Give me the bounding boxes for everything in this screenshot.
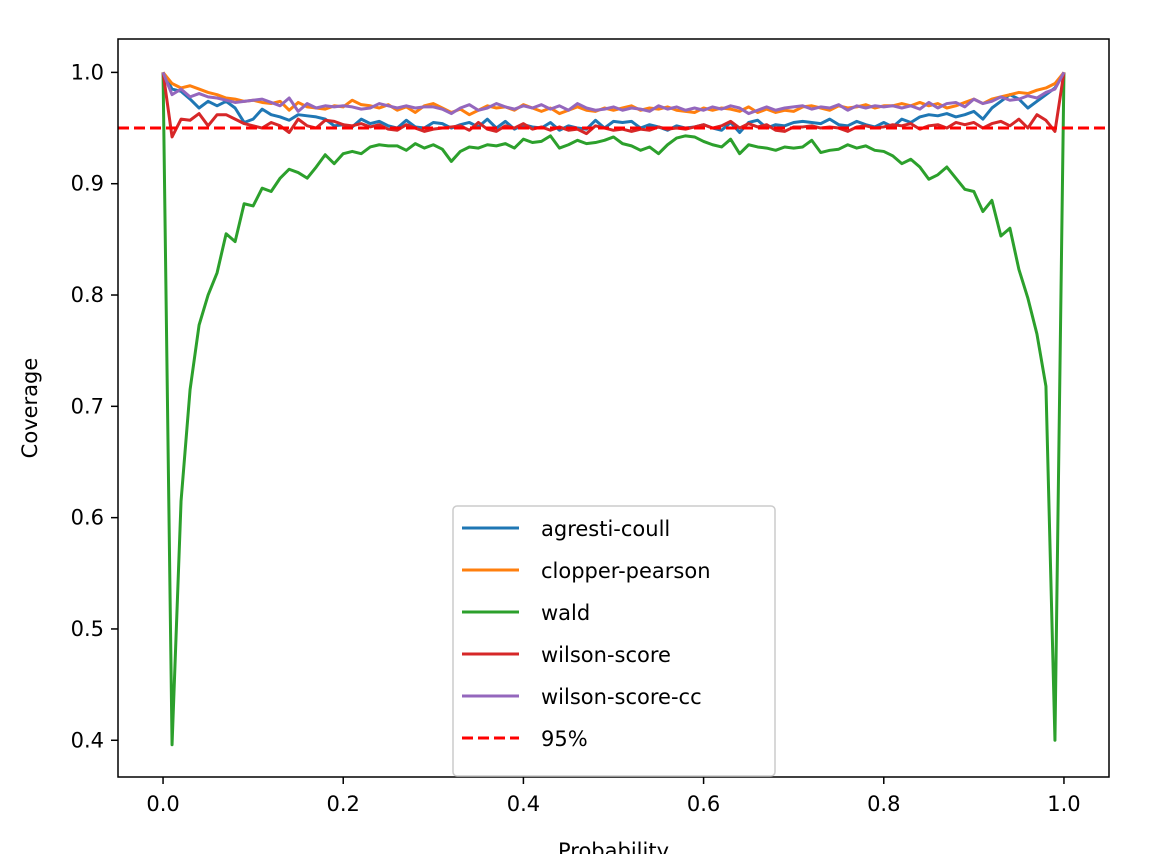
y-axis-ticks: 0.4 0.5 0.6 0.7 0.8 0.9 1.0 (71, 60, 118, 752)
x-tick-label: 0.0 (146, 792, 179, 816)
x-tick-label: 0.6 (687, 792, 720, 816)
series-line-wald (161, 72, 1066, 747)
y-tick-label: 0.5 (71, 617, 104, 641)
y-tick-label: 0.8 (71, 283, 104, 307)
x-axis-label: Probability (558, 839, 669, 854)
legend-label-clopper-pearson: clopper-pearson (541, 559, 711, 583)
plot-frame (117, 38, 1110, 778)
y-tick-label: 1.0 (71, 60, 104, 84)
legend: agresti-coull clopper-pearson wald wilson-s… (452, 505, 776, 777)
y-tick-label: 0.6 (71, 506, 104, 530)
legend-label-95pct: 95% (541, 727, 588, 751)
x-tick-label: 1.0 (1047, 792, 1080, 816)
x-tick-label: 0.4 (507, 792, 540, 816)
legend-label-wilson-score: wilson-score (541, 643, 671, 667)
y-tick-label: 0.4 (71, 728, 104, 752)
y-tick-label: 0.7 (71, 394, 104, 418)
y-tick-label: 0.9 (71, 172, 104, 196)
series-line-wilson-score-cc (161, 71, 1066, 116)
series-line-agresti-coull (161, 71, 1066, 134)
x-axis-ticks: 0.0 0.2 0.4 0.6 0.8 1.0 (146, 777, 1081, 816)
y-axis-label: Coverage (18, 358, 42, 459)
legend-box (452, 505, 776, 777)
series-lines (118, 71, 1109, 747)
x-tick-label: 0.8 (867, 792, 900, 816)
x-tick-label: 0.2 (327, 792, 360, 816)
legend-label-wald: wald (541, 601, 590, 625)
legend-label-agresti-coull: agresti-coull (541, 517, 670, 541)
legend-label-wilson-score-cc: wilson-score-cc (541, 685, 702, 709)
